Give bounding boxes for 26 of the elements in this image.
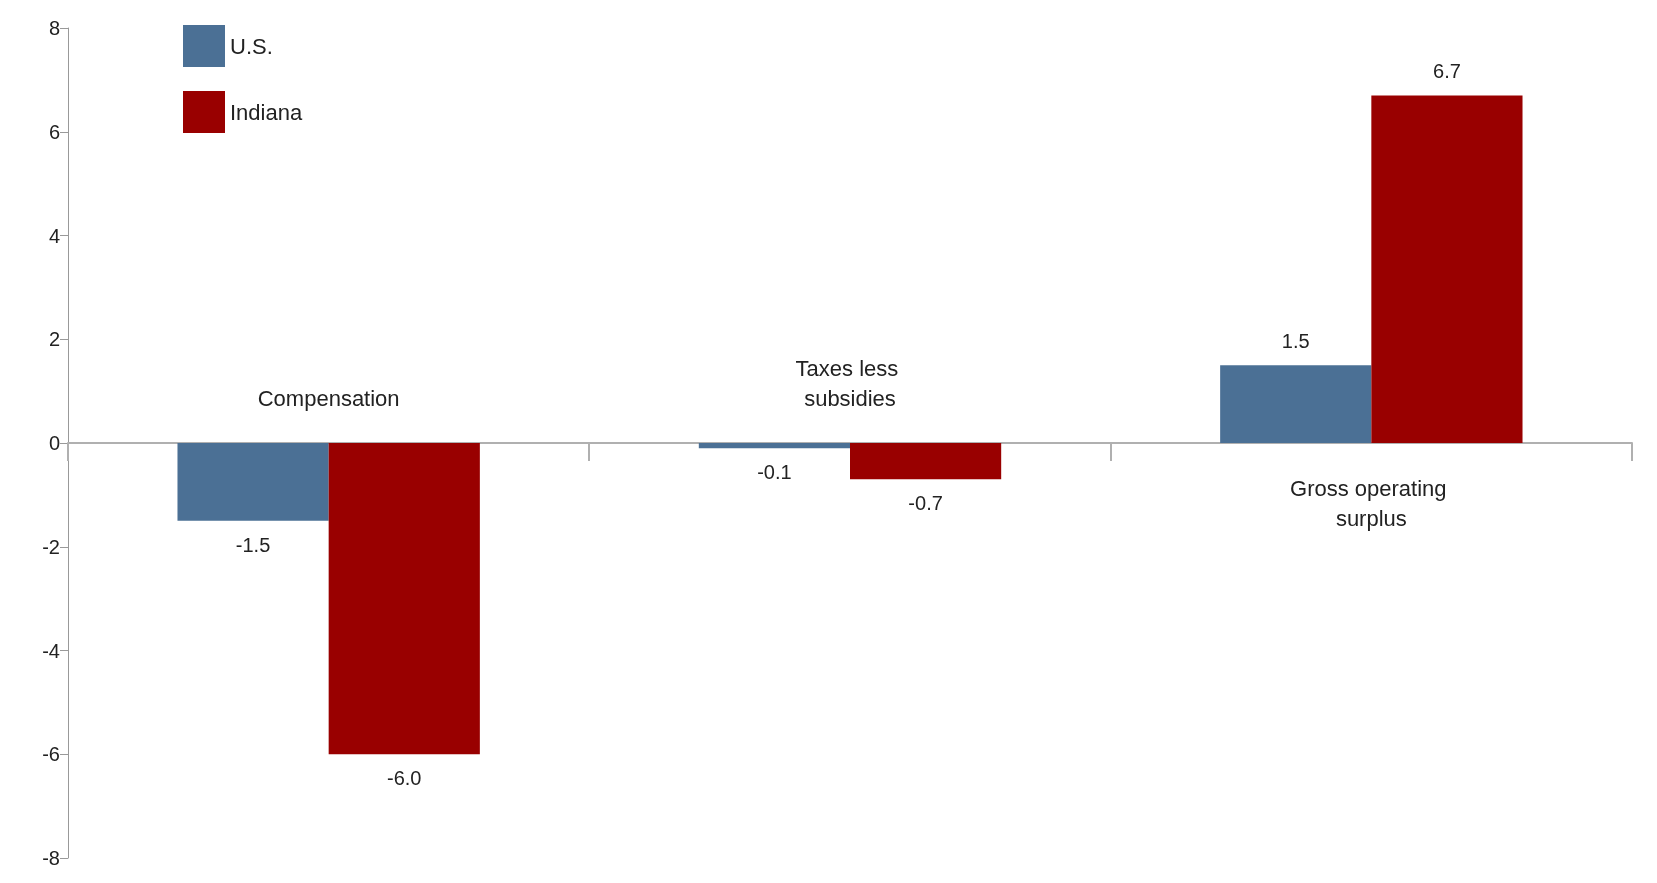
y-tick-label: 2 [48, 328, 60, 351]
x-tick-label: Compensation [257, 385, 400, 411]
bar [328, 443, 480, 755]
x-tick-label: Gross operating surplus [1290, 475, 1453, 531]
data-label: -1.5 [235, 533, 271, 556]
data-label: -6.0 [387, 767, 422, 790]
data-label: 6.7 [1433, 60, 1461, 83]
y-tick-label: 0 [48, 432, 60, 454]
bar [177, 443, 329, 521]
legend-label: Indiana [230, 99, 303, 125]
y-tick-label: -8 [42, 847, 60, 869]
y-tick-label: -2 [42, 535, 60, 558]
y-tick-label: -4 [42, 639, 60, 662]
y-tick-label: 6 [48, 120, 60, 143]
bar [698, 443, 850, 449]
x-tick-label: Taxes less subsidies [795, 355, 905, 411]
y-tick-label: 4 [48, 224, 60, 247]
y-tick-label: -6 [42, 743, 60, 766]
bar [1220, 365, 1372, 443]
bar [1371, 95, 1523, 443]
data-label: 1.5 [1281, 330, 1310, 353]
legend-label: U.S. [230, 33, 273, 59]
data-label: -0.7 [908, 492, 943, 515]
bar [850, 443, 1002, 480]
y-tick-label: 8 [48, 17, 60, 39]
data-label: -0.1 [757, 461, 792, 484]
